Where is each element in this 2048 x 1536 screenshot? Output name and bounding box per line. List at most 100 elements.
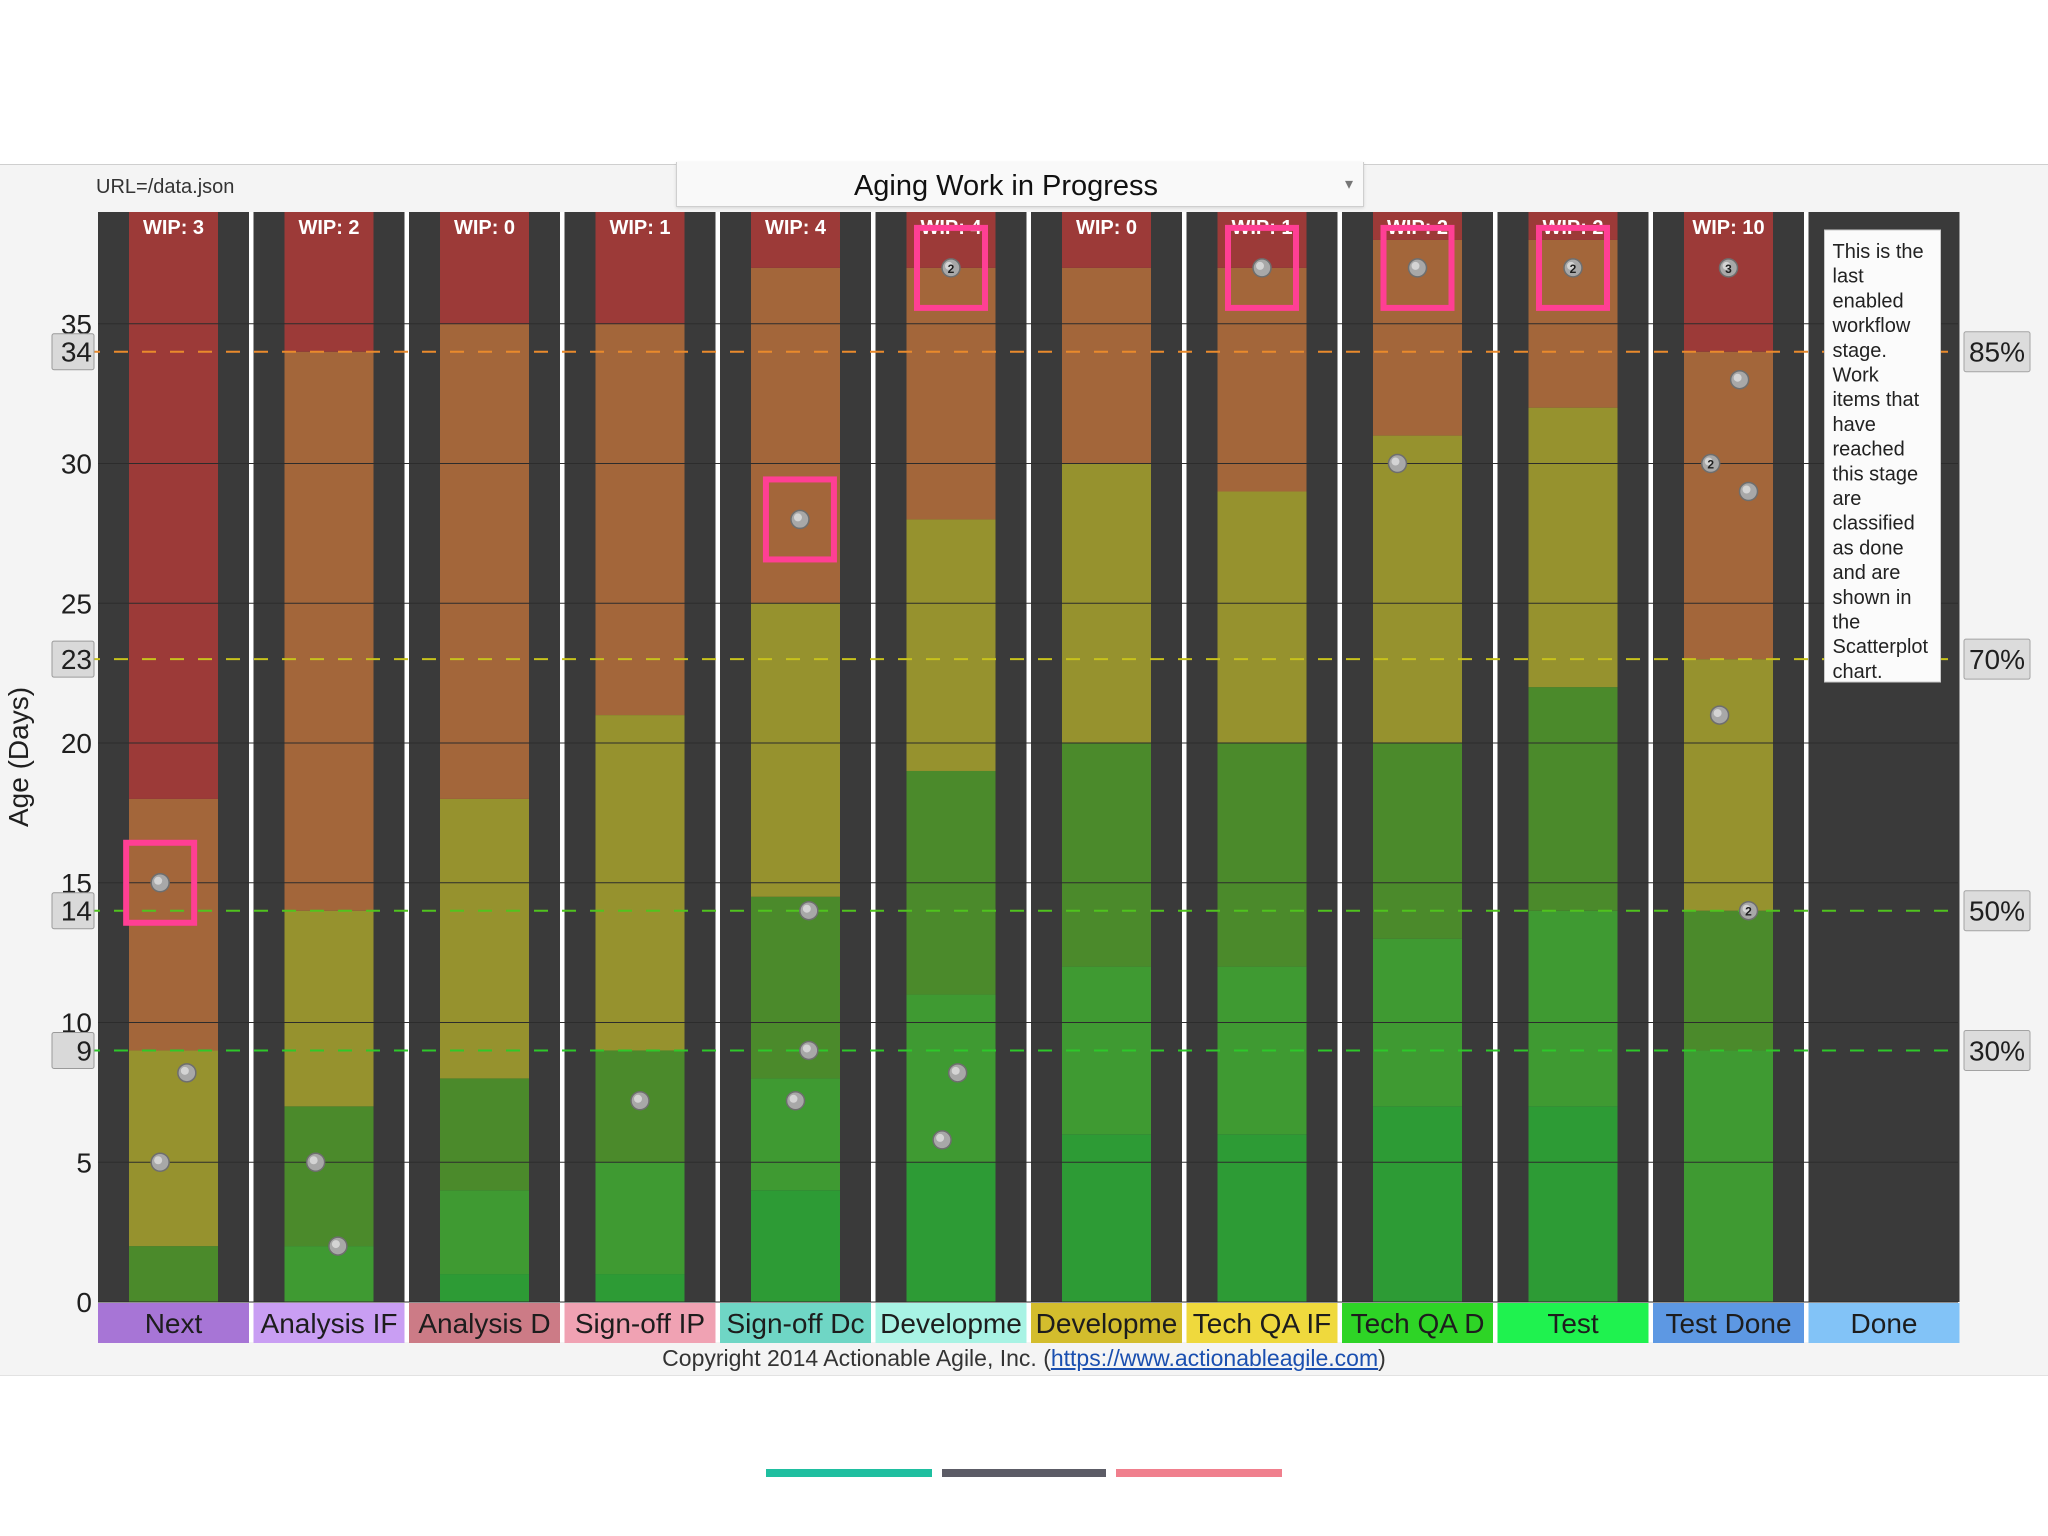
age-band: [129, 1050, 218, 1247]
age-band: [751, 1190, 840, 1302]
age-band: [1684, 910, 1773, 1051]
work-item-point-shine: [1733, 373, 1742, 382]
work-item-count: 2: [1745, 905, 1752, 919]
age-band: [1684, 212, 1773, 352]
percentile-value: 34: [61, 337, 92, 368]
decor-bar-gray: [942, 1469, 1106, 1477]
column-header-label: Developme: [1036, 1308, 1178, 1339]
percentile-value-box: [51, 892, 95, 930]
done-note-line: chart.: [1833, 661, 1883, 683]
column-header-bg: [1031, 1303, 1182, 1343]
percentile-value: 23: [61, 644, 92, 675]
age-band: [1373, 1106, 1462, 1302]
percentile-badge: [1963, 1029, 2031, 1071]
wip-label: WIP: 1: [609, 217, 670, 239]
decor-bar-pink: [1116, 1469, 1282, 1477]
work-item-point-shine: [802, 904, 811, 913]
age-band: [595, 1162, 685, 1275]
column-header-bg: [1342, 1303, 1493, 1343]
column-header-label: Analysis D: [418, 1308, 550, 1339]
highlight-box: [1536, 224, 1610, 311]
column-header-label: Test Done: [1665, 1308, 1791, 1339]
age-band: [284, 910, 374, 1107]
done-note-line: as done: [1833, 537, 1904, 559]
work-item-point-shine: [1567, 261, 1575, 270]
age-band: [595, 212, 685, 324]
done-note-box: [1824, 229, 1941, 683]
age-band: [284, 351, 374, 911]
column-header-bg: [1497, 1303, 1649, 1343]
work-item-point-shine: [309, 1156, 318, 1165]
done-note-line: reached: [1833, 439, 1905, 461]
column-header-label: Done: [1851, 1308, 1918, 1339]
done-note-line: Scatterplot: [1833, 636, 1929, 658]
percentile-value-box: [51, 640, 95, 678]
age-band: [1528, 910, 1618, 1107]
done-note-line: classified: [1833, 513, 1915, 535]
work-item-count: 2: [1570, 262, 1577, 276]
age-band: [1528, 407, 1618, 688]
column-separator: [1493, 212, 1498, 1342]
age-band: [284, 212, 374, 352]
percentile-badge: [1963, 331, 2031, 373]
work-item-point-shine: [180, 1066, 189, 1075]
age-band: [1373, 435, 1462, 744]
done-note-line: items that: [1833, 389, 1920, 411]
column-header-bg: [720, 1303, 871, 1343]
wip-label: WIP: 3: [143, 217, 204, 239]
percentile-label: 85%: [1969, 337, 2025, 368]
chart-type-dropdown[interactable]: Aging Work in Progress ▾: [676, 162, 1364, 207]
age-band: [595, 323, 685, 716]
age-band: [1373, 743, 1462, 939]
column-header-bg: [1653, 1303, 1804, 1343]
age-band: [1528, 687, 1618, 911]
copyright-text: Copyright 2014 Actionable Agile, Inc. (: [662, 1345, 1051, 1371]
column-header-label: Sign-off Dc: [727, 1308, 865, 1339]
column-header-bg: [1808, 1303, 1960, 1343]
age-band: [1062, 743, 1151, 967]
column-separator: [871, 212, 876, 1342]
age-band: [1062, 267, 1151, 464]
wip-label: WIP: 4: [765, 217, 827, 239]
y-tick-label: 0: [76, 1287, 92, 1318]
column-header-bg: [98, 1303, 249, 1343]
age-band: [440, 1078, 529, 1191]
column-header-label: Next: [145, 1308, 203, 1339]
work-item-point-shine: [1704, 457, 1713, 466]
work-item-point-shine: [1411, 261, 1420, 270]
column-header-bg: [564, 1303, 716, 1343]
work-item-point-shine: [1742, 485, 1751, 494]
age-band: [751, 212, 840, 268]
age-band: [129, 1246, 218, 1302]
column-header-bg: [875, 1303, 1027, 1343]
age-band: [440, 1190, 529, 1275]
column-separator: [1804, 212, 1809, 1342]
decor-bar-teal: [766, 1469, 932, 1477]
copyright-footer: Copyright 2014 Actionable Agile, Inc. (h…: [0, 1345, 2048, 1372]
work-item-point-shine: [1722, 261, 1731, 270]
age-band: [1217, 491, 1307, 744]
age-band: [440, 798, 529, 1079]
column-separator: [1026, 212, 1031, 1342]
column-header-label: Tech QA D: [1351, 1308, 1485, 1339]
aging-wip-chart: WIP: 3 Next WIP: 2 Analysis IF WIP: 0 Analysi…: [3, 212, 2031, 1343]
percentile-badge: [1963, 638, 2031, 680]
actionable-agile-link[interactable]: https://www.actionableagile.com: [1050, 1345, 1379, 1371]
column-header-label: Sign-off IP: [575, 1308, 705, 1339]
work-item-point-shine: [331, 1240, 340, 1249]
work-item-point-shine: [1391, 457, 1400, 466]
age-band: [1062, 212, 1151, 268]
column-separator: [560, 212, 565, 1342]
age-band: [440, 1274, 529, 1302]
column-separator: [1648, 212, 1653, 1342]
age-band: [1684, 1050, 1773, 1302]
work-item-point-shine: [945, 261, 953, 270]
column-separator: [1182, 212, 1187, 1342]
highlight-box: [762, 476, 837, 563]
y-tick-label: 5: [76, 1147, 92, 1178]
work-item-point-shine: [1713, 709, 1722, 718]
age-band: [595, 1274, 685, 1302]
percentile-badge: [1963, 890, 2031, 932]
age-band: [1684, 351, 1773, 660]
done-note-line: workflow: [1832, 315, 1911, 337]
